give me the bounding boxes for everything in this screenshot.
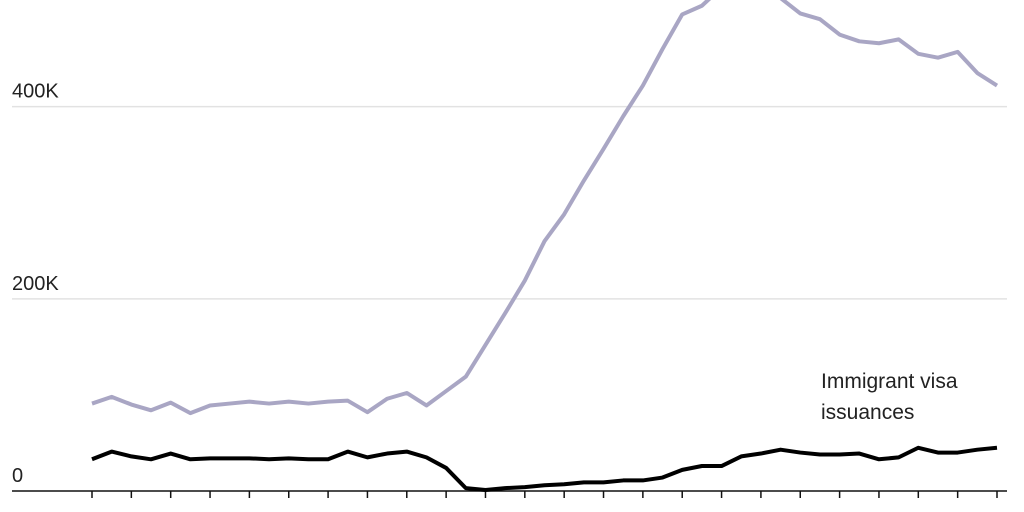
series-annotation: Immigrant visa issuances: [821, 370, 958, 424]
series-line: [91, 0, 999, 416]
y-tick-label: 200K: [12, 273, 59, 295]
y-tick-label: 400K: [12, 81, 59, 103]
series-line: [91, 445, 998, 493]
y-tick-label: 0: [12, 465, 23, 487]
